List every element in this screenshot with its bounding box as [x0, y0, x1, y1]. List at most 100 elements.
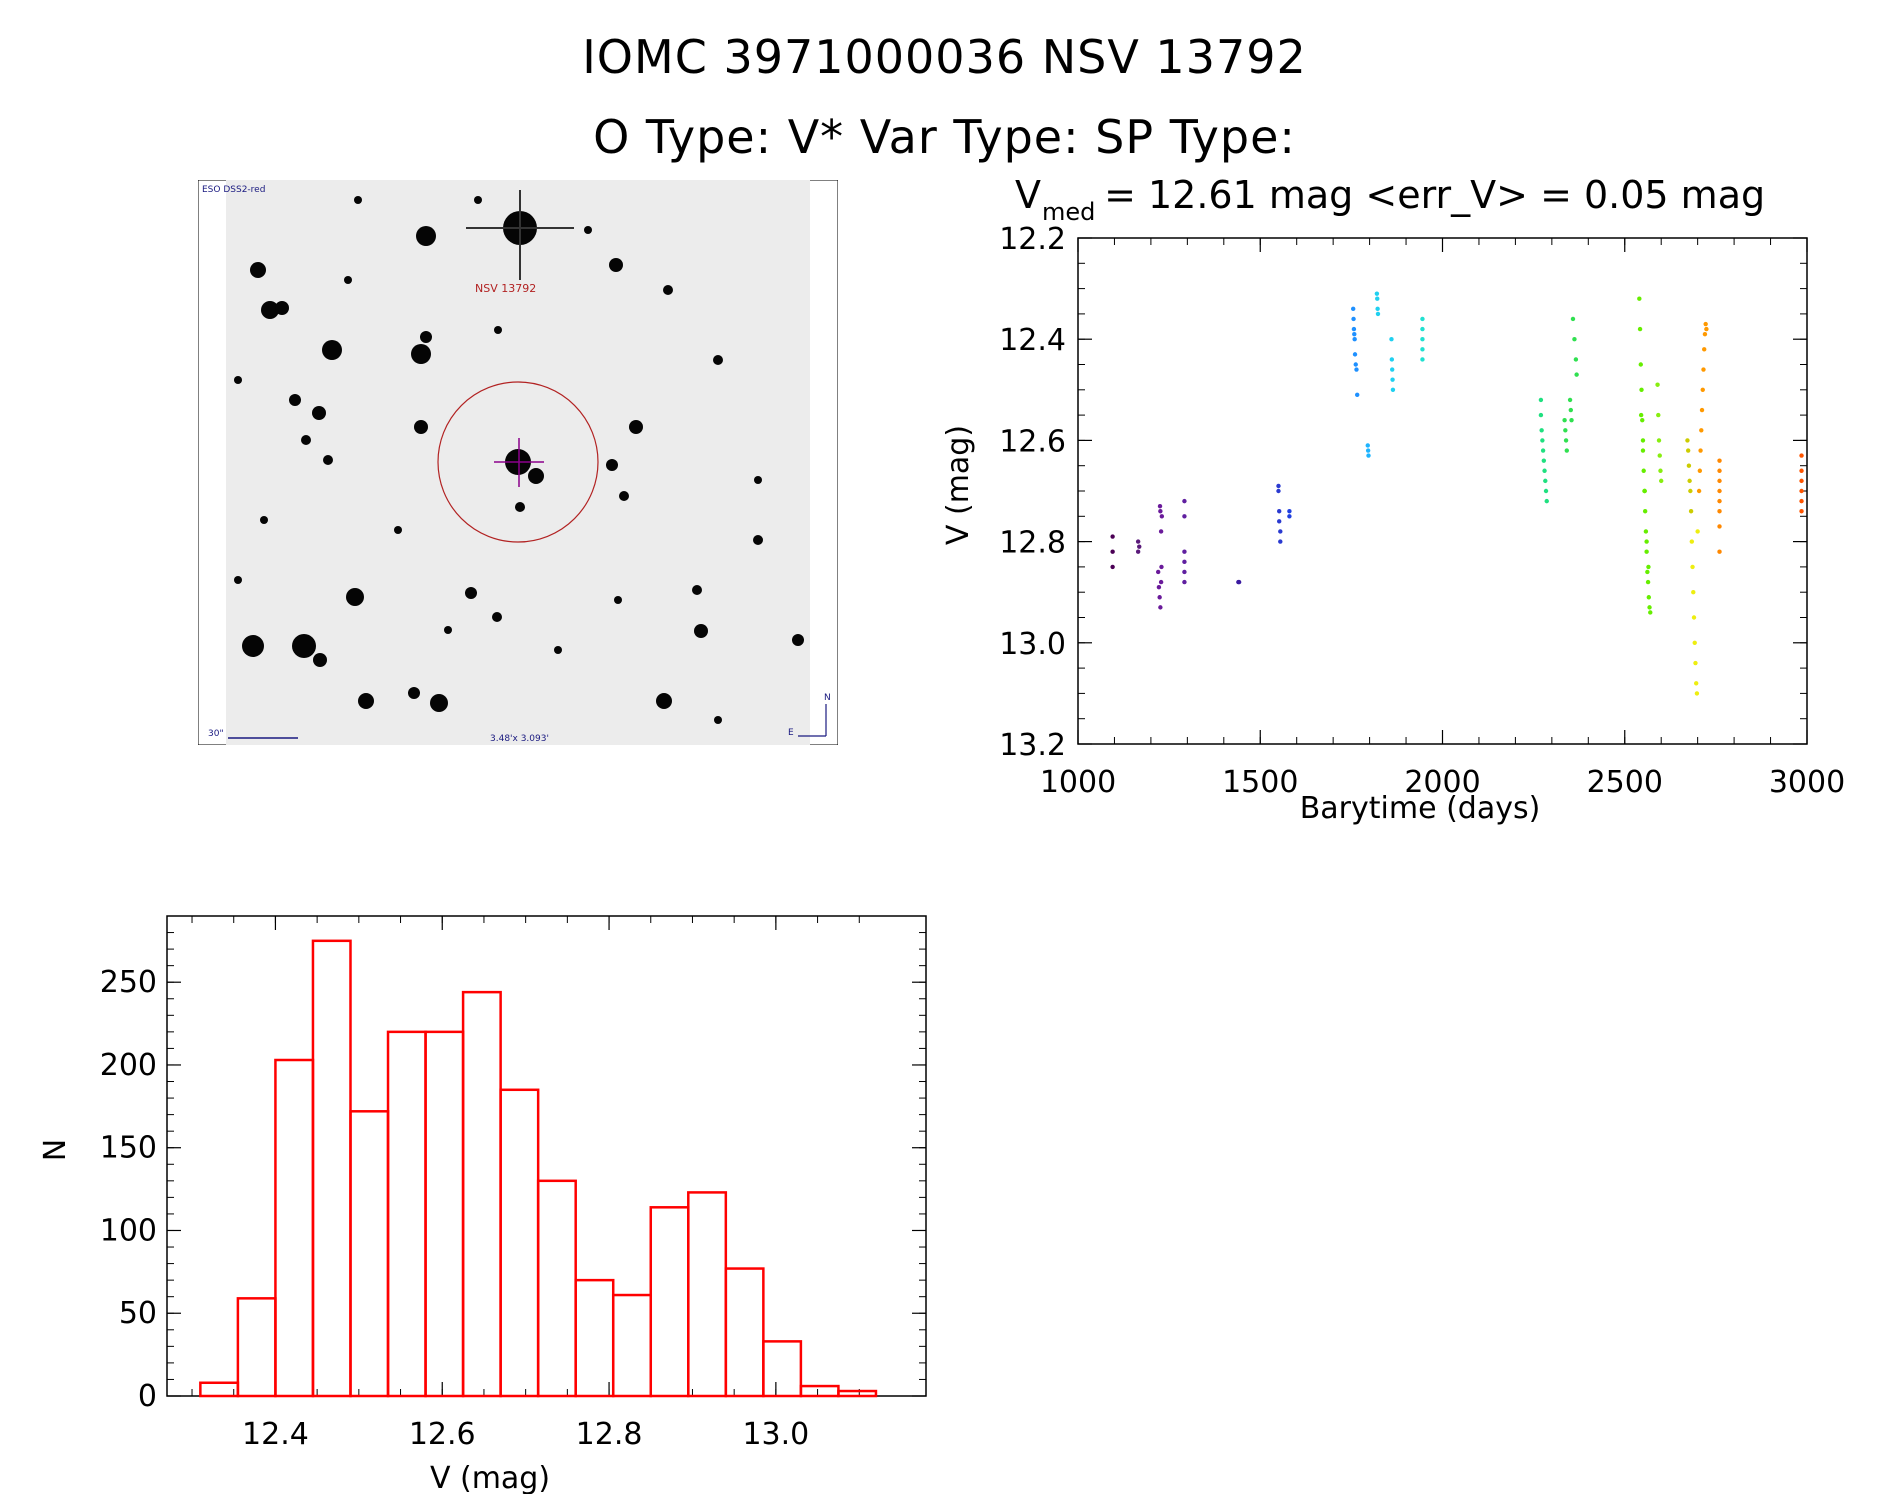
hist-bar [762, 1340, 803, 1398]
lc-data-point [1693, 660, 1698, 666]
lc-data-point [1648, 610, 1653, 615]
lc-y-tick-label: 12.8 [999, 526, 1066, 561]
lc-data-point [1637, 326, 1643, 332]
lc-data-point [1704, 326, 1709, 332]
lc-data-point [1717, 458, 1722, 463]
lc-data-point [1375, 306, 1380, 312]
lc-x-tick-label: 1000 [1040, 765, 1116, 800]
lc-data-point [1365, 448, 1371, 453]
lc-data-point [1542, 468, 1547, 473]
finder-star [242, 635, 264, 657]
lc-data-point [1640, 417, 1645, 423]
lc-data-point [1689, 539, 1695, 544]
lc-data-point [1691, 615, 1697, 620]
finder-star [792, 634, 804, 646]
lc-data-point [1277, 519, 1282, 524]
lc-data-point [1645, 569, 1650, 575]
finder-star [629, 420, 643, 434]
lc-data-point [1389, 367, 1395, 372]
lc-data-point [1236, 579, 1242, 585]
lc-data-point [1420, 347, 1425, 352]
lc-data-point [1717, 549, 1722, 554]
finder-star [323, 455, 333, 465]
lc-data-point [1159, 564, 1164, 570]
lc-data-point [1135, 549, 1141, 554]
finder-star [515, 502, 525, 512]
finder-star [663, 285, 673, 295]
lc-x-tick-label: 2000 [1404, 765, 1480, 800]
lc-data-point [1644, 549, 1649, 554]
lc-data-point [1350, 306, 1356, 312]
lc-data-point [1698, 448, 1703, 453]
lc-data-point [1390, 387, 1396, 392]
lc-data-point [1569, 417, 1574, 423]
hist-plot-frame [166, 915, 927, 1397]
hist-y-tick-label: 0 [138, 1379, 157, 1414]
lc-data-point [1352, 337, 1357, 342]
lc-data-point [1643, 529, 1649, 534]
lc-data-point [1655, 382, 1660, 387]
lc-data-point [1568, 407, 1574, 413]
east-label: E [788, 728, 794, 738]
lc-data-point [1159, 514, 1165, 519]
finder-star [322, 340, 342, 360]
scale-label: 30" [208, 729, 224, 739]
finder-star [292, 634, 316, 658]
lc-data-point [1640, 438, 1646, 443]
lc-data-point [1541, 458, 1547, 463]
lc-x-tick-label: 1500 [1222, 765, 1298, 800]
object-type-line: O Type: V* Var Type: SP Type: [593, 110, 1296, 164]
hist-y-tick-label: 100 [100, 1213, 157, 1248]
lc-data-point [1390, 377, 1395, 382]
lc-data-point [1156, 584, 1162, 590]
lc-data-point [1158, 509, 1163, 514]
lc-data-point [1351, 326, 1357, 332]
hist-bar [649, 1206, 690, 1398]
hist-plot-area: 0 50 100 150 200 250 12.4 12.6 12.8 13.0 [100, 915, 927, 1452]
finder-star [656, 693, 672, 709]
lc-data-point [1699, 428, 1704, 433]
lc-data-point [1155, 569, 1161, 575]
finder-star [416, 226, 436, 246]
lc-data-point [1644, 539, 1649, 544]
finder-star [313, 653, 327, 667]
lc-data-point [1276, 488, 1281, 494]
lc-data-point [1717, 498, 1722, 504]
lc-data-point [1646, 564, 1651, 570]
lc-data-point [1685, 448, 1691, 453]
lc-data-point [1647, 605, 1652, 610]
lc-data-point [1157, 595, 1162, 600]
hist-bar [687, 1191, 728, 1398]
lc-data-point [1688, 488, 1693, 494]
lc-data-point [1287, 509, 1292, 514]
lc-data-point [1717, 509, 1722, 514]
lc-data-point [1692, 640, 1697, 645]
lc-data-point [1697, 468, 1703, 473]
finder-star [492, 612, 502, 622]
hist-bar [724, 1267, 765, 1398]
lc-y-tick-label: 12.6 [999, 424, 1066, 459]
lc-data-point [1277, 509, 1282, 514]
lc-data-point [1137, 544, 1142, 549]
finder-star [312, 406, 326, 420]
lc-data-point [1420, 316, 1425, 322]
hist-bar [236, 1297, 277, 1398]
lc-data-point [1544, 498, 1549, 504]
finder-star [694, 624, 708, 638]
lc-y-tick-label: 12.2 [999, 222, 1066, 257]
finder-star [289, 394, 301, 406]
lc-title-v: V [1015, 173, 1041, 217]
hist-bar [799, 1384, 840, 1398]
lc-data-point [1799, 498, 1804, 504]
hist-x-tick-label: 12.4 [242, 1417, 309, 1452]
lc-data-point [1375, 296, 1380, 301]
lc-y-tick-label: 12.4 [999, 323, 1066, 358]
hist-y-tick-label: 150 [100, 1131, 157, 1166]
finder-star [609, 258, 623, 272]
lc-data-point [1158, 605, 1163, 610]
lc-data-point [1158, 529, 1164, 534]
finder-star [494, 326, 502, 334]
lc-data-point [1562, 417, 1567, 423]
lc-data-point [1278, 539, 1283, 544]
